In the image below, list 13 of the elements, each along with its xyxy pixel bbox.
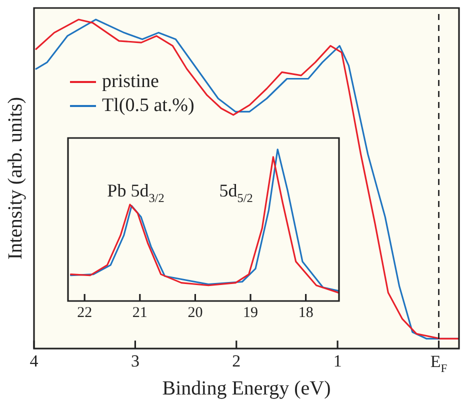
x-tick-label: 2: [232, 351, 241, 370]
x-tick-label: 19: [243, 304, 258, 321]
legend-label: pristine: [102, 70, 159, 94]
x-tick-label: 18: [298, 304, 314, 321]
x-tick-label: 21: [132, 304, 148, 321]
x-tick-label: 22: [77, 304, 92, 321]
x-tick-label: 1: [333, 351, 342, 370]
x-axis-title: Binding Energy (eV): [162, 377, 331, 400]
legend-label: Tl(0.5 at.%): [102, 94, 194, 118]
x-tick-label: 3: [130, 351, 140, 370]
x-tick-label: 4: [30, 351, 39, 370]
y-axis-title: Intensity (arb. units): [4, 96, 26, 260]
x-tick-label: 20: [188, 304, 203, 321]
